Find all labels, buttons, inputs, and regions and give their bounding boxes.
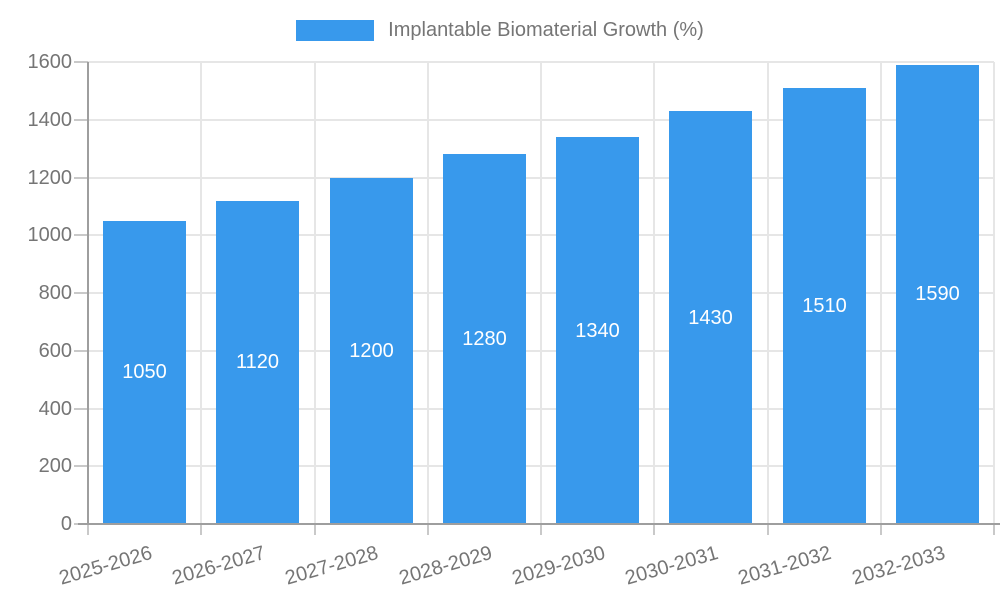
y-axis-label: 400 — [38, 397, 72, 420]
bar-value-label: 1280 — [462, 328, 507, 350]
x-axis-label: 2027-2028 — [283, 542, 382, 590]
x-axis-label: 2032-2033 — [849, 542, 948, 590]
v-gridline — [766, 62, 769, 524]
v-gridline — [879, 62, 882, 524]
x-axis-tick — [540, 524, 542, 535]
bar-value-label: 1050 — [122, 361, 167, 383]
y-axis-label: 800 — [38, 282, 72, 304]
bar[interactable] — [330, 177, 413, 524]
legend-label: Implantable Biomaterial Growth (%) — [388, 19, 704, 41]
x-axis-tick — [313, 524, 316, 535]
y-axis-label: 1000 — [27, 224, 73, 247]
legend-swatch — [296, 20, 375, 41]
bar[interactable] — [669, 111, 752, 524]
x-axis-label: 2025-2026 — [56, 542, 155, 590]
bar-value-label: 1430 — [688, 307, 733, 329]
x-axis-tick — [766, 524, 769, 535]
x-axis-tick — [653, 524, 656, 535]
y-axis-line — [87, 62, 89, 524]
bar[interactable] — [103, 220, 186, 524]
bar-value-label: 1510 — [802, 295, 847, 317]
v-gridline — [200, 62, 203, 524]
y-axis-label: 1400 — [27, 108, 73, 131]
x-axis-tick — [87, 524, 89, 535]
y-axis-label: 1600 — [27, 51, 73, 73]
x-axis-line — [78, 523, 1000, 525]
x-axis-label: 2028-2029 — [396, 542, 495, 590]
bar[interactable] — [783, 87, 866, 524]
bar[interactable] — [896, 64, 979, 524]
v-gridline — [653, 62, 656, 524]
bar-value-label: 1120 — [235, 351, 279, 373]
x-axis-tick — [426, 524, 429, 535]
bar-value-label: 1590 — [915, 283, 960, 305]
x-axis-label: 2030-2031 — [622, 542, 721, 590]
y-axis-tick — [74, 118, 88, 121]
bar-value-label: 1200 — [349, 340, 394, 362]
bar[interactable] — [443, 154, 526, 524]
x-axis-label: 2031-2032 — [736, 542, 835, 590]
x-axis-tick — [200, 524, 203, 535]
y-axis-tick — [74, 465, 88, 468]
y-axis-label: 200 — [38, 455, 72, 478]
v-gridline — [540, 62, 542, 524]
bar[interactable] — [556, 137, 639, 524]
x-axis-tick — [879, 524, 882, 535]
y-axis-tick — [74, 407, 88, 410]
v-gridline — [313, 62, 316, 524]
y-axis-tick — [74, 176, 88, 179]
y-axis-tick — [74, 61, 88, 63]
x-axis-tick — [993, 524, 995, 535]
v-gridline — [426, 62, 429, 524]
y-axis-label: 600 — [38, 339, 72, 362]
y-axis-label: 1200 — [27, 166, 73, 189]
x-axis-label: 2026-2027 — [169, 542, 268, 590]
v-gridline — [993, 62, 995, 524]
x-axis-label: 2029-2030 — [509, 542, 608, 590]
y-axis-tick — [74, 349, 88, 352]
y-axis-tick — [74, 234, 88, 237]
bar[interactable] — [216, 200, 299, 524]
legend[interactable]: Implantable Biomaterial Growth (%) — [0, 20, 1000, 41]
bar-value-label: 1340 — [575, 320, 620, 342]
y-axis-tick — [74, 292, 88, 294]
y-axis-label: 0 — [60, 513, 72, 535]
